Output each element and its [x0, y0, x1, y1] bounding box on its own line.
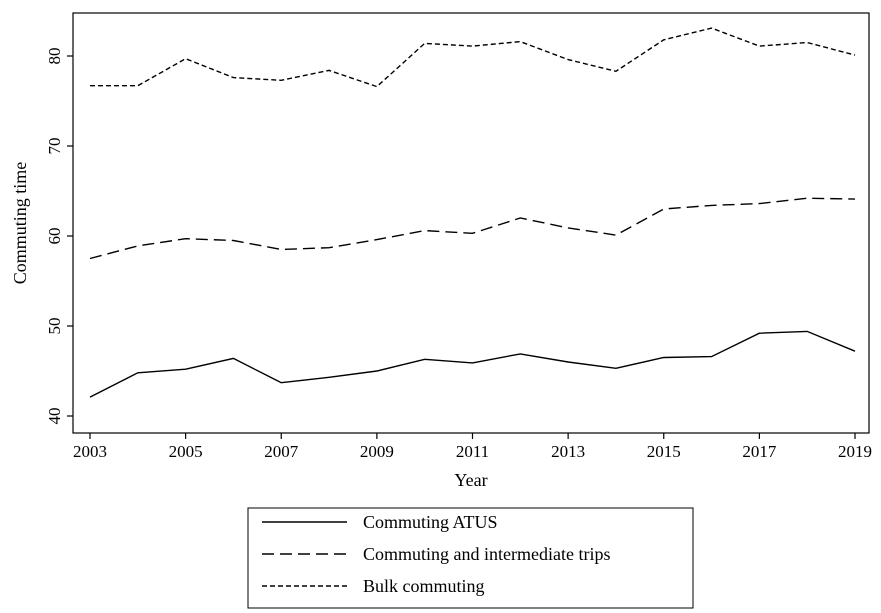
legend: Commuting ATUS Commuting and intermediate… [247, 507, 694, 609]
x-tick-label: 2005 [169, 442, 203, 461]
x-tick-label: 2019 [838, 442, 872, 461]
x-tick-label: 2013 [551, 442, 585, 461]
series-line-dashed [89, 197, 856, 260]
y-tick-label: 50 [45, 318, 64, 335]
legend-label: Commuting and intermediate trips [363, 544, 610, 564]
legend-box [247, 507, 694, 609]
plot-frame [72, 12, 870, 434]
x-tick-label: 2007 [264, 442, 299, 461]
legend-entries: Commuting ATUS Commuting and intermediate… [262, 512, 610, 596]
x-axis-title: Year [454, 470, 487, 490]
series-lines [89, 27, 856, 398]
series-line-dotted [90, 27, 856, 88]
y-axis-title: Commuting time [10, 162, 30, 285]
y-tick-label: 70 [45, 138, 64, 155]
y-tick-label: 60 [45, 228, 64, 245]
axes: 2003 2005 2007 2009 2011 2013 2015 2017 2019 40 50… [45, 48, 872, 462]
y-tick-label: 80 [45, 48, 64, 65]
legend-label: Bulk commuting [363, 576, 485, 596]
y-tick-label: 40 [45, 408, 64, 425]
x-tick-label: 2015 [647, 442, 681, 461]
x-tick-label: 2011 [456, 442, 489, 461]
x-tick-label: 2009 [360, 442, 394, 461]
x-tick-label: 2003 [73, 442, 107, 461]
series-line-solid [89, 330, 856, 398]
legend-label: Commuting ATUS [363, 512, 498, 532]
x-tick-label: 2017 [742, 442, 777, 461]
